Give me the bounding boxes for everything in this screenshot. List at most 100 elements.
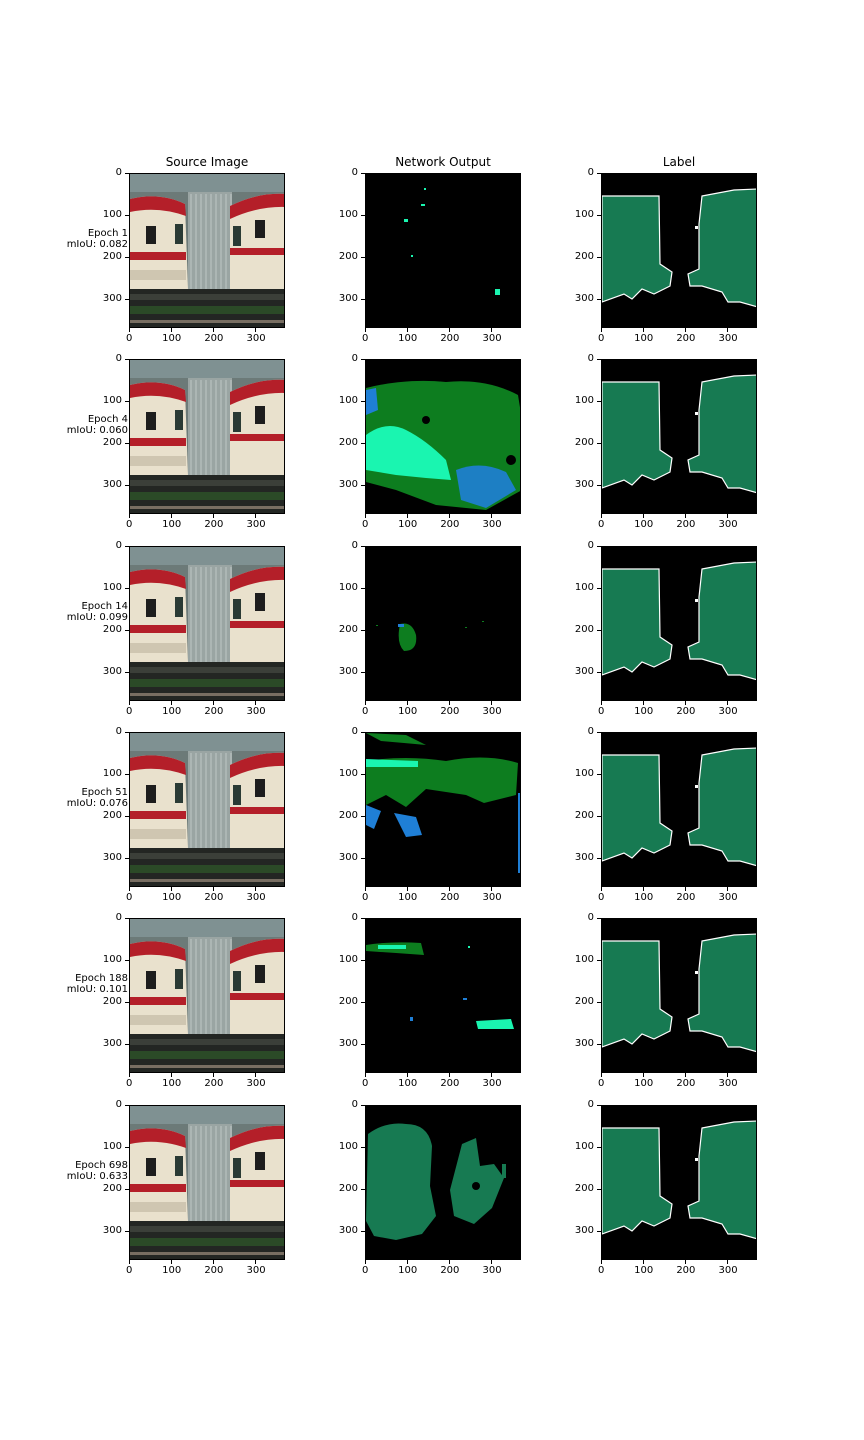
y-tickmark [125, 442, 129, 444]
y-tickmark [597, 1188, 601, 1190]
x-tick-label: 200 [204, 706, 224, 717]
network-output-panel [365, 1105, 521, 1260]
y-tick-label: 0 [587, 912, 594, 923]
x-tick-label: 200 [204, 333, 224, 344]
network-output-graphic [366, 919, 520, 1072]
x-tickmark [491, 1073, 493, 1077]
x-tickmark [171, 514, 173, 518]
x-tickmark [407, 701, 409, 705]
y-tick-label: 0 [351, 726, 358, 737]
source-image-graphic [130, 733, 284, 886]
x-tick-label: 100 [398, 892, 418, 903]
label-mask-graphic [602, 360, 756, 513]
y-tickmark [361, 1001, 365, 1003]
y-tick-label: 0 [115, 540, 122, 551]
x-tick-label: 200 [440, 892, 460, 903]
x-tickmark [213, 887, 215, 891]
y-tick-label: 100 [102, 1140, 122, 1152]
x-tickmark [491, 328, 493, 332]
x-tickmark [129, 1260, 130, 1264]
y-tick-label: 200 [338, 436, 358, 448]
x-tickmark [727, 1073, 729, 1077]
x-tick-label: 100 [398, 1078, 418, 1089]
source-image-panel [129, 173, 285, 328]
x-tickmark [727, 701, 729, 705]
label-mask-graphic [602, 174, 756, 327]
x-tickmark [643, 514, 645, 518]
y-tick-label: 200 [338, 995, 358, 1007]
x-tickmark [171, 887, 173, 891]
miou-text: mIoU: 0.076 [66, 798, 128, 809]
x-tick-label: 0 [126, 333, 133, 344]
y-tick-label: 300 [574, 665, 594, 677]
y-tickmark [361, 857, 365, 859]
y-tick-label: 200 [338, 1182, 358, 1194]
y-tick-label: 200 [574, 250, 594, 262]
y-tick-label: 300 [102, 665, 122, 677]
y-tickmark [597, 587, 601, 589]
y-tickmark [125, 1188, 129, 1190]
y-tickmark [125, 773, 129, 775]
y-tick-label: 200 [338, 809, 358, 821]
y-tick-label: 100 [338, 1140, 358, 1152]
x-tickmark [727, 328, 729, 332]
y-tick-label: 0 [351, 540, 358, 551]
network-output-graphic [366, 733, 520, 886]
x-tick-label: 100 [162, 892, 182, 903]
x-tick-label: 200 [204, 892, 224, 903]
row-label: Epoch 14 mIoU: 0.099 [60, 601, 128, 623]
x-tickmark [171, 1260, 173, 1264]
x-tick-label: 300 [246, 519, 266, 530]
source-image-panel [129, 546, 285, 701]
y-tickmark [361, 815, 365, 817]
y-tickmark [361, 732, 365, 733]
network-output-panel [365, 732, 521, 887]
x-tick-label: 100 [162, 519, 182, 530]
miou-text: mIoU: 0.099 [66, 612, 128, 623]
x-tickmark [643, 701, 645, 705]
y-tick-label: 0 [587, 1099, 594, 1110]
x-tick-label: 0 [362, 706, 369, 717]
x-tick-label: 200 [440, 333, 460, 344]
y-tickmark [597, 1146, 601, 1148]
y-tick-label: 300 [338, 851, 358, 863]
label-mask-graphic [602, 547, 756, 700]
y-tickmark [361, 1230, 365, 1232]
x-tick-label: 100 [162, 1265, 182, 1276]
x-tickmark [407, 514, 409, 518]
y-tickmark [125, 256, 129, 258]
source-image-graphic [130, 174, 284, 327]
miou-text: mIoU: 0.082 [66, 239, 128, 250]
y-tickmark [597, 359, 601, 360]
y-tick-label: 100 [574, 394, 594, 406]
x-tickmark [365, 887, 366, 891]
y-tick-label: 100 [338, 581, 358, 593]
label-mask-panel [601, 732, 757, 887]
x-tick-label: 0 [362, 892, 369, 903]
epoch-text: Epoch 698 [75, 1160, 128, 1171]
epoch-text: Epoch 188 [75, 973, 128, 984]
y-tickmark [361, 1188, 365, 1190]
source-image-panel [129, 918, 285, 1073]
x-tick-label: 100 [162, 1078, 182, 1089]
x-tickmark [129, 887, 130, 891]
y-tickmark [597, 173, 601, 174]
x-tick-label: 100 [634, 519, 654, 530]
y-tick-label: 0 [587, 167, 594, 178]
y-tickmark [597, 857, 601, 859]
y-tickmark [361, 400, 365, 402]
source-image-graphic [130, 547, 284, 700]
x-tickmark [449, 701, 451, 705]
y-tickmark [597, 1105, 601, 1106]
x-tick-label: 200 [676, 1265, 696, 1276]
y-tick-label: 0 [115, 912, 122, 923]
y-tickmark [125, 546, 129, 547]
x-tick-label: 0 [362, 1078, 369, 1089]
y-tickmark [125, 1001, 129, 1003]
x-tick-label: 100 [162, 706, 182, 717]
x-tickmark [449, 514, 451, 518]
y-tickmark [125, 1146, 129, 1148]
y-tick-label: 200 [574, 1182, 594, 1194]
network-output-panel [365, 173, 521, 328]
x-tickmark [601, 1073, 602, 1077]
